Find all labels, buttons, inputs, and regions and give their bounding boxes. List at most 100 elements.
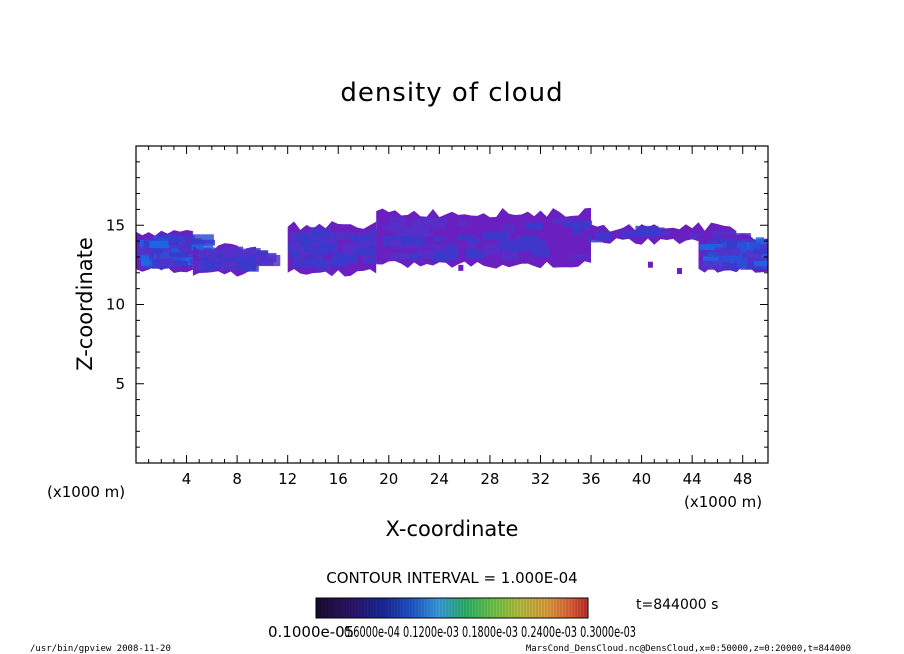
cloud-cell: [169, 243, 186, 249]
axis-ticks: [136, 146, 768, 463]
cloud-cell: [311, 228, 331, 238]
cloud-cell: [342, 244, 363, 255]
cloud-cell: [163, 247, 172, 257]
cloud-cell: [482, 231, 508, 240]
cloud-cell: [518, 235, 538, 242]
colorbar: [315, 597, 589, 619]
cloud-cell: [255, 254, 281, 267]
cloud-cell: [169, 252, 189, 258]
cloud-cell: [390, 216, 407, 228]
footer-left: /usr/bin/gpview 2008-11-20: [30, 644, 171, 654]
x-tick-label: 44: [683, 470, 702, 488]
x-tick-label: 32: [531, 470, 550, 488]
cloud-field: [136, 207, 768, 277]
cloud-cell: [524, 222, 543, 231]
cloud-cell: [293, 256, 318, 268]
cloud-cell: [502, 250, 519, 261]
x-tick-label: 40: [632, 470, 651, 488]
x-unit-left: (x1000 m): [47, 483, 125, 501]
cloud-cell: [201, 265, 214, 272]
x-tick-label: 20: [379, 470, 398, 488]
cloud-speck: [676, 268, 682, 275]
cloud-cell: [309, 245, 329, 256]
cloud-speck: [458, 264, 464, 271]
x-tick-labels: 4 8 12 16 20 24 28 32 36 40 44 48: [182, 470, 752, 488]
contour-interval-label: CONTOUR INTERVAL = 1.000E-04: [326, 569, 577, 587]
cloud-cell: [481, 248, 501, 255]
cloud-cell: [191, 234, 214, 245]
cloud-cell: [315, 258, 327, 269]
cloud-cell: [394, 239, 405, 250]
x-tick-label: 24: [430, 470, 449, 488]
cloud-cell: [688, 233, 705, 240]
cloud-cell: [572, 254, 590, 260]
colorbar-stripes: [317, 599, 586, 617]
cloud-cell: [141, 255, 150, 266]
cloud-cell: [237, 251, 247, 263]
x-axis-label: X-coordinate: [386, 517, 519, 541]
cloud-cell: [302, 236, 311, 248]
plot-frame: [135, 145, 769, 464]
cloud-cell: [457, 234, 476, 241]
cloud-cell: [718, 231, 736, 236]
cloud-cell: [736, 249, 762, 261]
cloud-cell: [199, 250, 211, 257]
cloud-cell: [417, 249, 440, 259]
cloud-cell: [176, 235, 195, 242]
colorbar-label-min: 0.1000e-05: [268, 623, 354, 641]
cloud-cell: [753, 248, 768, 255]
footer-right: MarsCond_DensCloud.nc@DensCloud,x=0:5000…: [526, 644, 851, 654]
cloud-cell: [238, 248, 253, 257]
cloud-cell: [185, 254, 194, 265]
cloud-cell: [502, 224, 516, 234]
cloud-cell: [766, 240, 768, 251]
x-tick-label: 28: [480, 470, 499, 488]
cloud-cell: [661, 230, 671, 236]
cloud-cell: [595, 231, 611, 241]
cloud-cell: [521, 240, 546, 248]
cloud-cell: [433, 236, 446, 242]
cloud-cell: [330, 257, 347, 268]
cloud-cell: [207, 261, 222, 268]
cloud-cell: [395, 230, 409, 237]
cloud-cell: [176, 261, 189, 267]
cloud-cell: [208, 257, 220, 265]
cloud-cell: [409, 226, 431, 238]
x-tick-label: 12: [278, 470, 297, 488]
cloud-cell: [722, 252, 743, 262]
x-tick-label: 16: [329, 470, 348, 488]
cloud-cell: [432, 251, 455, 262]
cloud-cell: [414, 232, 433, 238]
cloud-cell: [356, 247, 378, 257]
cloud-cell: [330, 232, 356, 240]
cloud-cell: [498, 239, 524, 251]
x-tick-label: 8: [232, 470, 242, 488]
cloud-cell: [572, 227, 581, 236]
x-tick-label: 48: [733, 470, 752, 488]
cloud-cell: [240, 264, 254, 271]
cloud-cell: [295, 234, 309, 244]
cloud-cell: [389, 252, 411, 259]
cloud-cell: [220, 261, 237, 271]
x-unit-right: (x1000 m): [684, 493, 762, 511]
x-tick-label: 4: [182, 470, 192, 488]
cloud-cell: [431, 218, 447, 229]
cloud-cell: [388, 225, 414, 232]
y-tick-label: 15: [106, 216, 125, 234]
cloud-cell: [754, 260, 768, 267]
time-label: t=844000 s: [636, 597, 718, 613]
y-axis-label: Z-coordinate: [73, 237, 97, 371]
cloud-cell: [321, 236, 338, 243]
cloud-cell: [552, 217, 575, 225]
cloud-cell: [562, 222, 578, 228]
cloud-cell: [167, 245, 178, 253]
y-tick-label: 5: [115, 375, 125, 393]
cloud-cell: [749, 242, 761, 251]
chart-title: density of cloud: [340, 78, 563, 108]
colorbar-labels-overlap: 0.6000e-04 0.1200e-03 0.1800e-03 0.2400e…: [344, 623, 636, 641]
cloud-cell: [484, 242, 501, 249]
y-tick-label: 10: [106, 296, 125, 314]
cloud-cell: [180, 247, 201, 258]
cloud-cell: [736, 257, 748, 268]
